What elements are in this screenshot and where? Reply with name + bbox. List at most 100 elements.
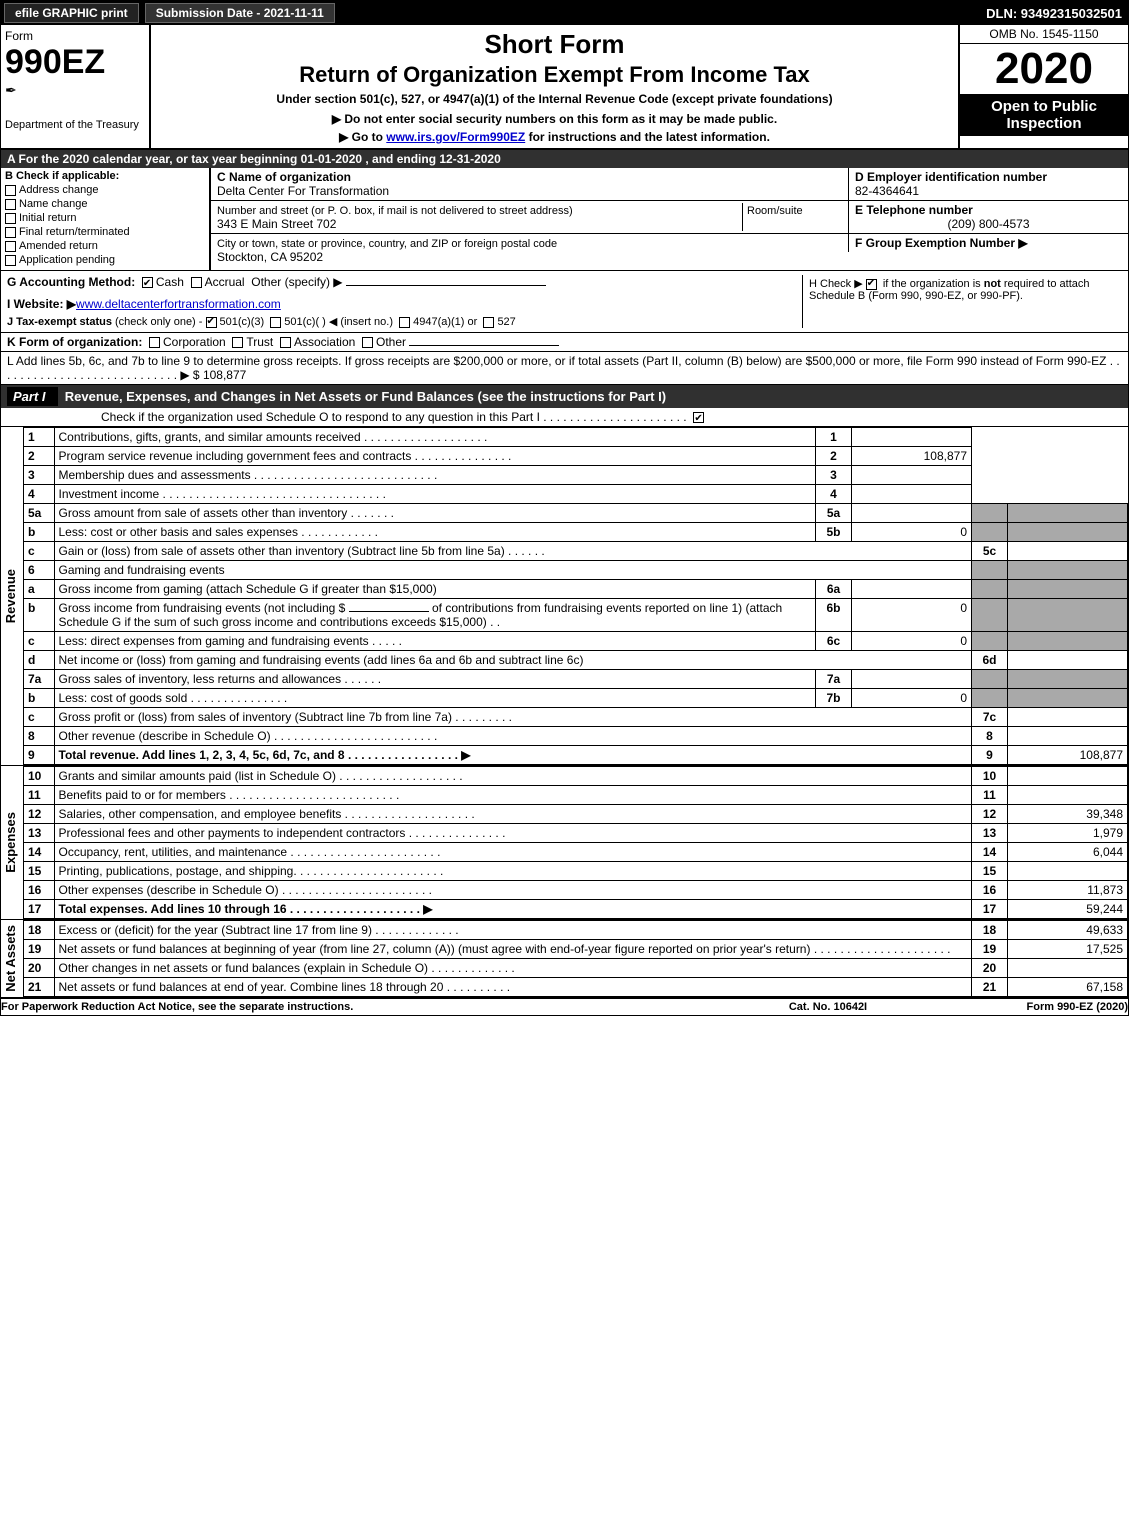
chk-schedule-b[interactable] xyxy=(866,279,877,290)
form-header: Form 990EZ ✒ Department of the Treasury … xyxy=(1,25,1128,150)
box-c: C Name of organization Delta Center For … xyxy=(211,168,848,270)
goto-post: for instructions and the latest informat… xyxy=(525,130,770,144)
accounting-method: G Accounting Method: Cash Accrual Other … xyxy=(7,275,802,289)
line-20: 20Other changes in net assets or fund ba… xyxy=(24,959,1128,978)
line-6a: aGross income from gaming (attach Schedu… xyxy=(24,580,1128,599)
room-label: Room/suite xyxy=(747,205,803,217)
ein-value: 82-4364641 xyxy=(855,184,919,198)
chk-501c[interactable] xyxy=(270,317,281,328)
footer: For Paperwork Reduction Act Notice, see … xyxy=(1,999,1128,1015)
ein-label: D Employer identification number xyxy=(855,170,1047,184)
chk-address-change[interactable]: Address change xyxy=(5,184,205,196)
footer-left: For Paperwork Reduction Act Notice, see … xyxy=(1,1001,728,1013)
line-5c: cGain or (loss) from sale of assets othe… xyxy=(24,542,1128,561)
goto-line: ▶ Go to www.irs.gov/Form990EZ for instru… xyxy=(159,130,950,144)
box-g: G Accounting Method: Cash Accrual Other … xyxy=(7,275,802,328)
expenses-table: 10Grants and similar amounts paid (list … xyxy=(24,766,1128,919)
org-name: Delta Center For Transformation xyxy=(217,184,389,198)
footer-mid: Cat. No. 10642I xyxy=(728,1001,928,1013)
header-right: OMB No. 1545-1150 2020 Open to Public In… xyxy=(958,25,1128,148)
addr-row: Number and street (or P. O. box, if mail… xyxy=(211,201,848,234)
line-3: 3Membership dues and assessments . . . .… xyxy=(24,466,1128,485)
line-4: 4Investment income . . . . . . . . . . .… xyxy=(24,485,1128,504)
revenue-table: 1Contributions, gifts, grants, and simil… xyxy=(24,427,1128,765)
expenses-vlabel: Expenses xyxy=(1,766,24,919)
chk-name-change[interactable]: Name change xyxy=(5,198,205,210)
part1-tag: Part I xyxy=(7,387,58,406)
line-7c: cGross profit or (loss) from sales of in… xyxy=(24,708,1128,727)
chk-schedule-o[interactable] xyxy=(693,412,704,423)
chk-cash[interactable] xyxy=(142,277,153,288)
irs-link[interactable]: www.irs.gov/Form990EZ xyxy=(386,130,525,144)
box-b: B Check if applicable: Address change Na… xyxy=(1,168,211,270)
city-label: City or town, state or province, country… xyxy=(217,238,557,250)
form-number: 990EZ xyxy=(5,43,145,82)
line-7b: bLess: cost of goods sold . . . . . . . … xyxy=(24,689,1128,708)
org-name-row: C Name of organization Delta Center For … xyxy=(211,168,848,201)
line-19: 19Net assets or fund balances at beginni… xyxy=(24,940,1128,959)
warning-ssn: ▶ Do not enter social security numbers o… xyxy=(159,112,950,126)
line-8: 8Other revenue (describe in Schedule O) … xyxy=(24,727,1128,746)
chk-4947[interactable] xyxy=(399,317,410,328)
dept-label: Department of the Treasury xyxy=(5,119,145,131)
title-short-form: Short Form xyxy=(159,29,950,60)
city-row: City or town, state or province, country… xyxy=(211,234,848,266)
header-left: Form 990EZ ✒ Department of the Treasury xyxy=(1,25,151,148)
chk-final-return[interactable]: Final return/terminated xyxy=(5,226,205,238)
net-assets-section: Net Assets 18Excess or (deficit) for the… xyxy=(1,920,1128,999)
line-6d: dNet income or (loss) from gaming and fu… xyxy=(24,651,1128,670)
chk-application-pending[interactable]: Application pending xyxy=(5,254,205,266)
line-6b: bGross income from fundraising events (n… xyxy=(24,599,1128,632)
chk-accrual[interactable] xyxy=(191,277,202,288)
chk-527[interactable] xyxy=(483,317,494,328)
line-5a: 5aGross amount from sale of assets other… xyxy=(24,504,1128,523)
line-15: 15Printing, publications, postage, and s… xyxy=(24,862,1128,881)
title-return: Return of Organization Exempt From Incom… xyxy=(159,62,950,88)
part1-header: Part I Revenue, Expenses, and Changes in… xyxy=(1,385,1128,408)
box-d-f: D Employer identification number 82-4364… xyxy=(848,168,1128,270)
header-mid: Short Form Return of Organization Exempt… xyxy=(151,25,958,148)
line-7a: 7aGross sales of inventory, less returns… xyxy=(24,670,1128,689)
period-bar: A For the 2020 calendar year, or tax yea… xyxy=(1,150,1128,168)
chk-assoc[interactable] xyxy=(280,337,291,348)
box-h: H Check ▶ if the organization is not req… xyxy=(802,275,1122,328)
omb-number: OMB No. 1545-1150 xyxy=(960,25,1128,44)
chk-501c3[interactable] xyxy=(206,317,217,328)
phone-value: (209) 800-4573 xyxy=(855,217,1122,231)
addr-value: 343 E Main Street 702 xyxy=(217,217,336,231)
gross-receipts: 108,877 xyxy=(203,368,246,382)
chk-initial-return[interactable]: Initial return xyxy=(5,212,205,224)
line-9: 9Total revenue. Add lines 1, 2, 3, 4, 5c… xyxy=(24,746,1128,765)
website-link[interactable]: www.deltacenterfortransformation.com xyxy=(76,297,281,311)
box-j: J Tax-exempt status (check only one) - 5… xyxy=(7,315,802,328)
line-17: 17Total expenses. Add lines 10 through 1… xyxy=(24,900,1128,919)
addr-label: Number and street (or P. O. box, if mail… xyxy=(217,205,573,217)
line-18: 18Excess or (deficit) for the year (Subt… xyxy=(24,921,1128,940)
efile-print-button[interactable]: efile GRAPHIC print xyxy=(4,3,139,23)
revenue-section: Revenue 1Contributions, gifts, grants, a… xyxy=(1,427,1128,766)
chk-trust[interactable] xyxy=(232,337,243,348)
chk-other-org[interactable] xyxy=(362,337,373,348)
ein-row: D Employer identification number 82-4364… xyxy=(848,168,1128,201)
box-i: I Website: ▶www.deltacenterfortransforma… xyxy=(7,297,802,311)
part1-title: Revenue, Expenses, and Changes in Net As… xyxy=(65,389,666,404)
form-label: Form xyxy=(5,29,145,43)
line-13: 13Professional fees and other payments t… xyxy=(24,824,1128,843)
box-l: L Add lines 5b, 6c, and 7b to line 9 to … xyxy=(1,352,1128,385)
net-assets-table: 18Excess or (deficit) for the year (Subt… xyxy=(24,920,1128,997)
line-11: 11Benefits paid to or for members . . . … xyxy=(24,786,1128,805)
tax-year: 2020 xyxy=(960,44,1128,94)
phone-row: E Telephone number (209) 800-4573 xyxy=(848,201,1128,234)
line-1: 1Contributions, gifts, grants, and simil… xyxy=(24,428,1128,447)
topbar: efile GRAPHIC print Submission Date - 20… xyxy=(1,1,1128,25)
line-5b: bLess: cost or other basis and sales exp… xyxy=(24,523,1128,542)
box-b-title: B Check if applicable: xyxy=(5,170,205,182)
revenue-vlabel: Revenue xyxy=(1,427,24,765)
line-14: 14Occupancy, rent, utilities, and mainte… xyxy=(24,843,1128,862)
section-g-h: G Accounting Method: Cash Accrual Other … xyxy=(1,271,1128,333)
chk-corp[interactable] xyxy=(149,337,160,348)
footer-right: Form 990-EZ (2020) xyxy=(928,1001,1128,1013)
chk-amended[interactable]: Amended return xyxy=(5,240,205,252)
line-6: 6Gaming and fundraising events xyxy=(24,561,1128,580)
line-2: 2Program service revenue including gover… xyxy=(24,447,1128,466)
